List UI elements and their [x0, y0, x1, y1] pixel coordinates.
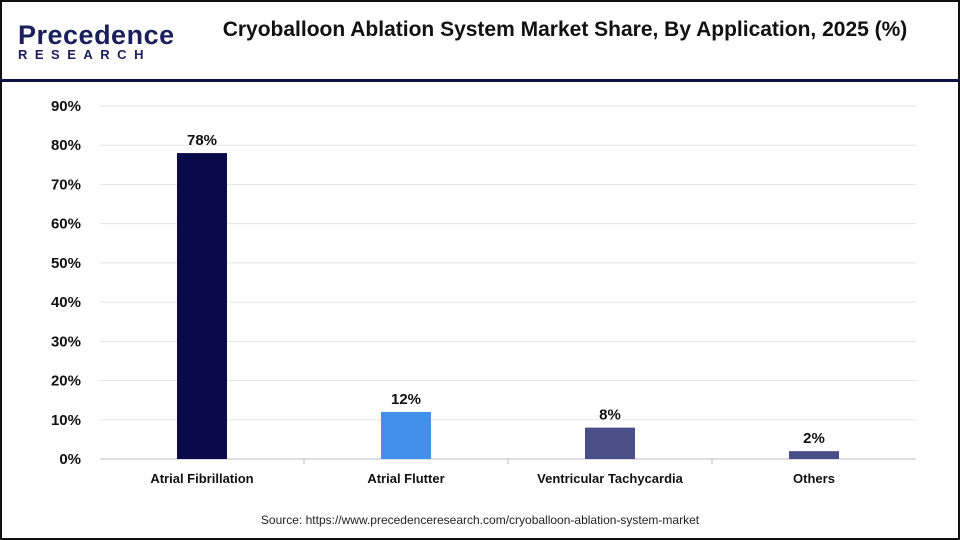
- x-tick-label: Atrial Flutter: [367, 471, 444, 486]
- header-divider: [0, 79, 960, 82]
- bar: [381, 411, 431, 459]
- y-tick-label: 90%: [51, 98, 81, 115]
- x-tick-label: Atrial Fibrillation: [150, 471, 253, 486]
- y-tick-label: 10%: [51, 412, 81, 429]
- data-label: 2%: [803, 430, 825, 447]
- source-note: Source: https://www.precedenceresearch.c…: [260, 513, 700, 527]
- y-tick-label: 30%: [51, 333, 81, 350]
- y-tick-label: 20%: [51, 373, 81, 390]
- y-tick-label: 60%: [51, 216, 81, 233]
- data-label: 12%: [391, 391, 421, 408]
- bar: [789, 451, 839, 459]
- data-label: 8%: [599, 407, 621, 424]
- logo-subtitle: RESEARCH: [18, 47, 151, 62]
- y-tick-label: 0%: [59, 451, 81, 468]
- bar: [585, 427, 635, 459]
- logo-wordmark: Precedence: [18, 20, 175, 50]
- chart-title: Cryoballoon Ablation System Market Share…: [222, 18, 908, 41]
- y-tick-label: 50%: [51, 255, 81, 272]
- data-label: 78%: [187, 132, 217, 149]
- x-tick-label: Others: [793, 471, 835, 486]
- bar: [177, 153, 227, 460]
- y-tick-label: 80%: [51, 137, 81, 154]
- logo: Precedence RESEARCH: [18, 20, 175, 62]
- y-tick-label: 70%: [51, 176, 81, 193]
- y-tick-label: 40%: [51, 294, 81, 311]
- x-tick-label: Ventricular Tachycardia: [537, 471, 683, 486]
